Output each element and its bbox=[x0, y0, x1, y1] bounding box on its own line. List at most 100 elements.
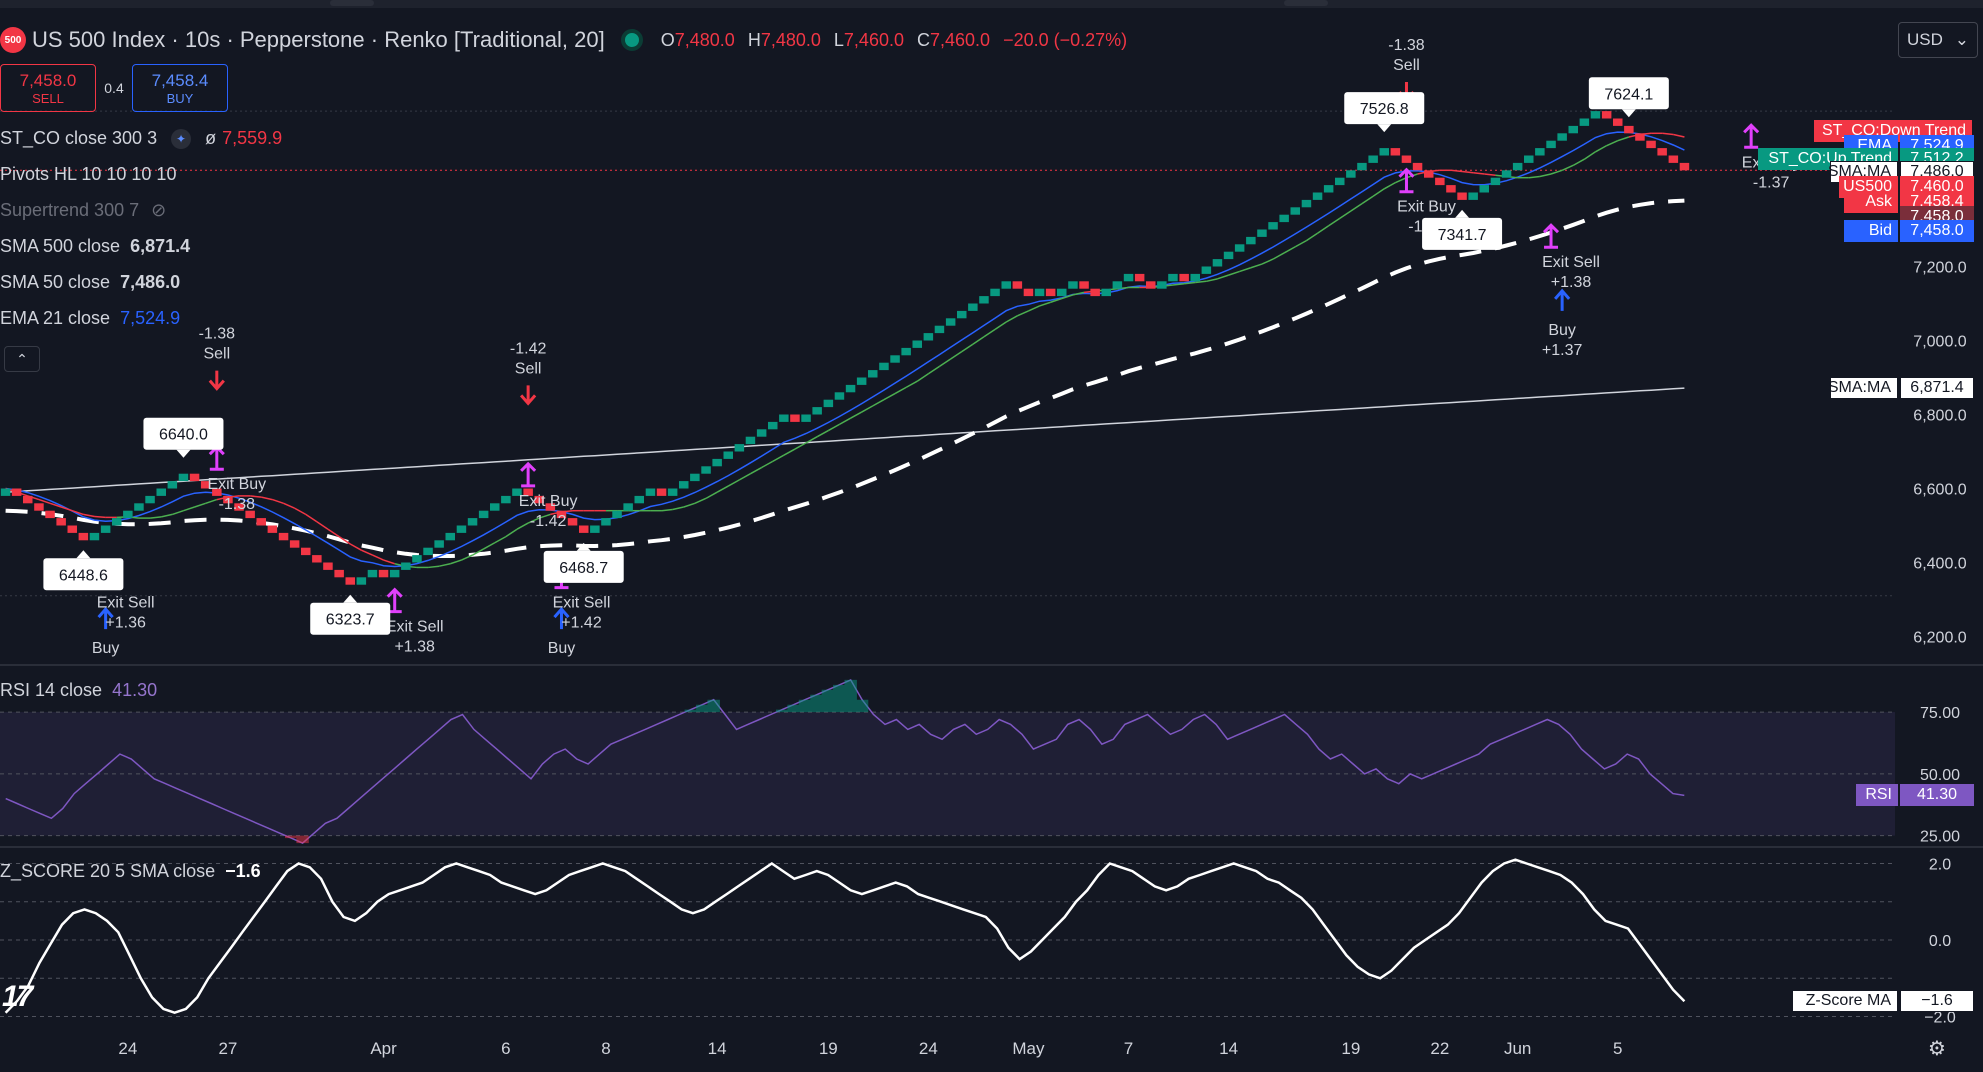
renko-brick[interactable] bbox=[724, 452, 734, 459]
renko-brick[interactable] bbox=[1313, 193, 1323, 200]
renko-brick[interactable] bbox=[1202, 267, 1212, 274]
renko-brick[interactable] bbox=[1569, 126, 1579, 133]
renko-brick[interactable] bbox=[301, 548, 311, 555]
renko-brick[interactable] bbox=[1391, 148, 1401, 155]
renko-brick[interactable] bbox=[623, 503, 633, 510]
top-tab[interactable] bbox=[1284, 0, 1328, 6]
renko-brick[interactable] bbox=[1035, 289, 1045, 296]
renko-brick[interactable] bbox=[1213, 259, 1223, 266]
renko-brick[interactable] bbox=[1335, 178, 1345, 185]
renko-brick[interactable] bbox=[1413, 163, 1423, 170]
renko-brick[interactable] bbox=[668, 489, 678, 496]
buy-button[interactable]: 7,458.4 BUY bbox=[132, 64, 228, 112]
renko-brick[interactable] bbox=[1002, 281, 1012, 288]
renko-brick[interactable] bbox=[768, 422, 778, 429]
renko-brick[interactable] bbox=[1124, 274, 1134, 281]
renko-brick[interactable] bbox=[1380, 148, 1390, 155]
renko-brick[interactable] bbox=[268, 526, 278, 533]
renko-brick[interactable] bbox=[190, 474, 200, 481]
renko-brick[interactable] bbox=[1591, 111, 1601, 118]
renko-brick[interactable] bbox=[1057, 289, 1067, 296]
renko-brick[interactable] bbox=[1302, 200, 1312, 207]
rsi-tag-label[interactable]: RSI bbox=[1856, 784, 1898, 806]
gear-icon[interactable]: ⚙ bbox=[1928, 1036, 1946, 1061]
renko-brick[interactable] bbox=[1102, 289, 1112, 296]
renko-brick[interactable] bbox=[1457, 193, 1467, 200]
renko-brick[interactable] bbox=[1268, 222, 1278, 229]
renko-brick[interactable] bbox=[45, 511, 55, 518]
renko-brick[interactable] bbox=[56, 518, 66, 525]
renko-brick[interactable] bbox=[1557, 133, 1567, 140]
renko-brick[interactable] bbox=[1680, 163, 1690, 170]
renko-brick[interactable] bbox=[735, 444, 745, 451]
renko-brick[interactable] bbox=[857, 378, 867, 385]
renko-brick[interactable] bbox=[257, 518, 267, 525]
renko-brick[interactable] bbox=[1446, 185, 1456, 192]
renko-brick[interactable] bbox=[1324, 185, 1334, 192]
renko-brick[interactable] bbox=[479, 511, 489, 518]
renko-brick[interactable] bbox=[145, 496, 155, 503]
renko-brick[interactable] bbox=[179, 474, 189, 481]
legend-sma50[interactable]: SMA 50 close 7,486.0 bbox=[0, 272, 180, 293]
renko-brick[interactable] bbox=[368, 570, 378, 577]
renko-brick[interactable] bbox=[1624, 126, 1634, 133]
collapse-legend-button[interactable]: ⌃ bbox=[4, 346, 40, 372]
renko-brick[interactable] bbox=[1480, 185, 1490, 192]
renko-brick[interactable] bbox=[579, 526, 589, 533]
renko-brick[interactable] bbox=[101, 526, 111, 533]
legend-stco[interactable]: ST_CO close 300 3 ✦ ø 7,559.9 bbox=[0, 128, 282, 149]
renko-brick[interactable] bbox=[323, 563, 333, 570]
renko-brick[interactable] bbox=[1013, 281, 1023, 288]
renko-brick[interactable] bbox=[1657, 148, 1667, 155]
renko-brick[interactable] bbox=[23, 496, 33, 503]
renko-brick[interactable] bbox=[1146, 281, 1156, 288]
renko-brick[interactable] bbox=[1279, 215, 1289, 222]
price-tag-value[interactable]: 6,871.4 bbox=[1900, 377, 1974, 399]
rsi-tag-value[interactable]: 41.30 bbox=[1900, 784, 1974, 806]
renko-brick[interactable] bbox=[1435, 178, 1445, 185]
renko-brick[interactable] bbox=[1257, 230, 1267, 237]
renko-brick[interactable] bbox=[1113, 281, 1123, 288]
renko-brick[interactable] bbox=[1368, 156, 1378, 163]
legend-ema21[interactable]: EMA 21 close 7,524.9 bbox=[0, 308, 180, 329]
renko-brick[interactable] bbox=[279, 533, 289, 540]
renko-brick[interactable] bbox=[601, 518, 611, 525]
renko-brick[interactable] bbox=[846, 385, 856, 392]
renko-brick[interactable] bbox=[379, 570, 389, 577]
renko-brick[interactable] bbox=[346, 577, 356, 584]
renko-brick[interactable] bbox=[612, 511, 622, 518]
renko-brick[interactable] bbox=[790, 415, 800, 422]
renko-brick[interactable] bbox=[690, 474, 700, 481]
renko-brick[interactable] bbox=[946, 318, 956, 325]
renko-brick[interactable] bbox=[1535, 148, 1545, 155]
renko-brick[interactable] bbox=[157, 489, 167, 496]
tradingview-logo-icon[interactable]: 17 bbox=[2, 980, 31, 1014]
renko-brick[interactable] bbox=[90, 533, 100, 540]
renko-brick[interactable] bbox=[1191, 274, 1201, 281]
renko-brick[interactable] bbox=[134, 503, 144, 510]
renko-brick[interactable] bbox=[446, 533, 456, 540]
renko-brick[interactable] bbox=[746, 437, 756, 444]
renko-brick[interactable] bbox=[1602, 111, 1612, 118]
top-tab[interactable] bbox=[330, 0, 374, 6]
eye-hidden-icon[interactable]: ⊘ bbox=[151, 200, 166, 221]
renko-brick[interactable] bbox=[957, 311, 967, 318]
zscore-tag-value[interactable]: −1.6 bbox=[1900, 990, 1974, 1012]
renko-brick[interactable] bbox=[1068, 281, 1078, 288]
renko-brick[interactable] bbox=[1502, 170, 1512, 177]
renko-brick[interactable] bbox=[1580, 119, 1590, 126]
renko-brick[interactable] bbox=[935, 326, 945, 333]
renko-brick[interactable] bbox=[1635, 133, 1645, 140]
renko-brick[interactable] bbox=[123, 511, 133, 518]
renko-brick[interactable] bbox=[1235, 244, 1245, 251]
renko-brick[interactable] bbox=[1546, 141, 1556, 148]
renko-brick[interactable] bbox=[423, 548, 433, 555]
legend-sma500[interactable]: SMA 500 close 6,871.4 bbox=[0, 236, 190, 257]
renko-brick[interactable] bbox=[112, 518, 122, 525]
renko-brick[interactable] bbox=[979, 296, 989, 303]
renko-brick[interactable] bbox=[12, 489, 22, 496]
renko-brick[interactable] bbox=[801, 415, 811, 422]
renko-brick[interactable] bbox=[646, 489, 656, 496]
renko-brick[interactable] bbox=[701, 466, 711, 473]
